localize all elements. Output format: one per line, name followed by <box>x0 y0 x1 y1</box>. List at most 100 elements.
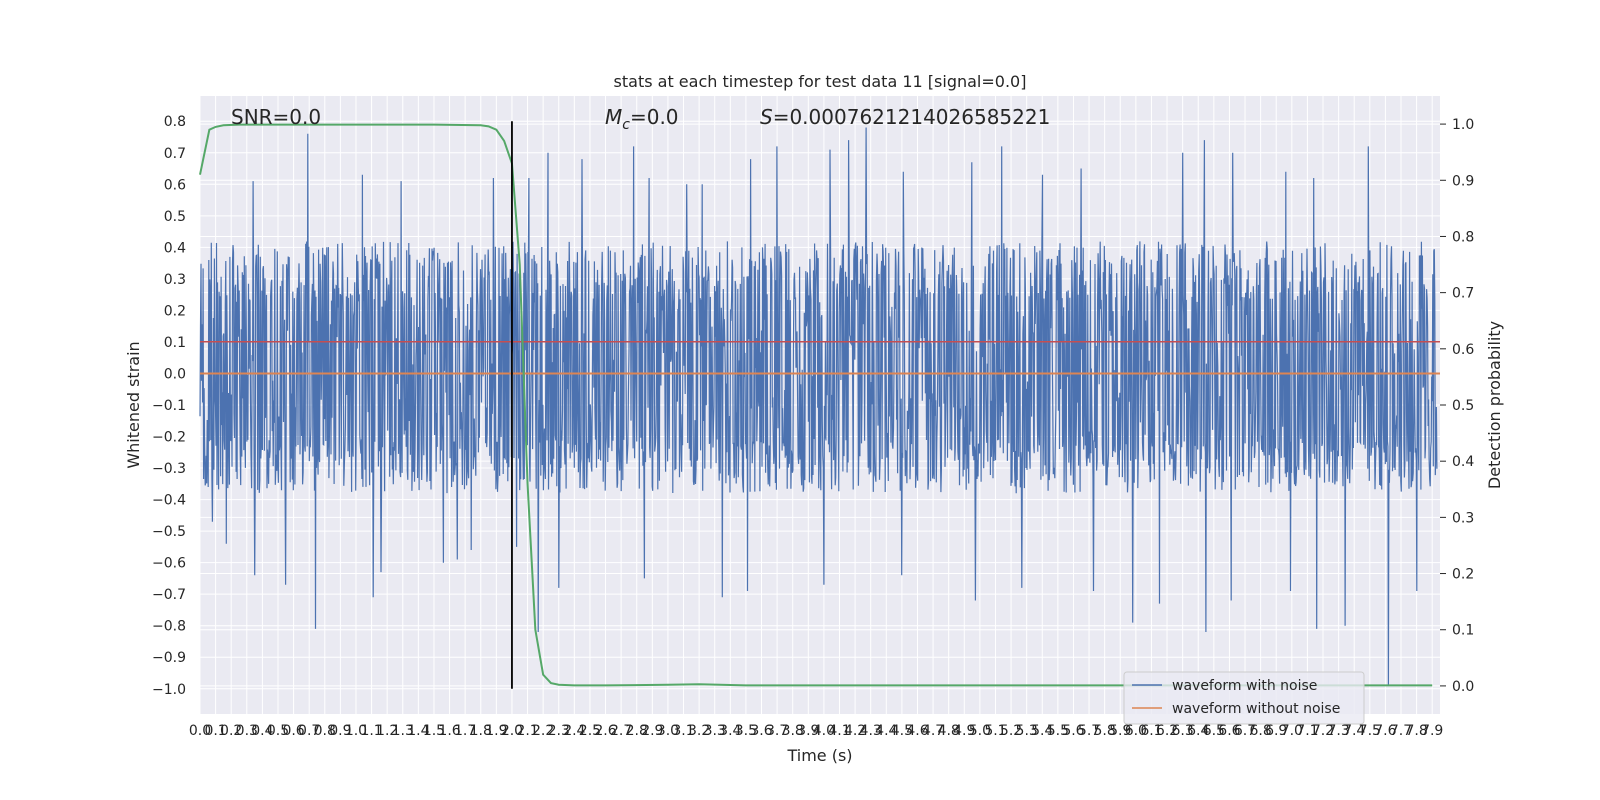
x-tick-label: 2.4 <box>563 723 585 739</box>
chirp-mass-annotation: Mc=0.0 <box>605 105 679 133</box>
x-tick-label: 7.5 <box>1359 723 1381 739</box>
y-tick-label-right: 0.9 <box>1452 173 1474 189</box>
y-tick-label-left: −0.5 <box>152 524 186 540</box>
grid <box>199 96 1440 714</box>
y-tick-label-left: −0.7 <box>152 587 186 603</box>
x-tick-label: 6.4 <box>1187 723 1209 739</box>
x-tick-label: 3.7 <box>766 723 788 739</box>
x-tick-label: 2.6 <box>594 723 616 739</box>
x-tick-label: 1.3 <box>392 723 414 739</box>
x-tick-label: 6.7 <box>1234 723 1256 739</box>
x-tick-label: 4.0 <box>813 723 835 739</box>
y-tick-label-right: 0.7 <box>1452 286 1474 302</box>
x-tick-label: 3.1 <box>672 723 694 739</box>
y-tick-label-left: −0.6 <box>152 556 186 572</box>
x-tick-label: 2.5 <box>579 723 601 739</box>
y-tick-label-right: 0.6 <box>1452 342 1474 358</box>
x-tick-label: 7.7 <box>1390 723 1412 739</box>
x-tick-label: 1.2 <box>376 723 398 739</box>
y-tick-label-right: 0.2 <box>1452 567 1474 583</box>
x-tick-label: 4.8 <box>938 723 960 739</box>
x-tick-label: 5.2 <box>1000 723 1022 739</box>
y-tick-label-left: 0.5 <box>164 209 186 225</box>
x-tick-label: 6.8 <box>1249 723 1271 739</box>
x-tick-label: 5.5 <box>1047 723 1069 739</box>
x-tick-label: 5.9 <box>1109 723 1131 739</box>
x-tick-label: 7.4 <box>1343 723 1365 739</box>
x-tick-label: 6.5 <box>1203 723 1225 739</box>
chart-title: stats at each timestep for test data 11 … <box>614 72 1027 91</box>
x-tick-label: 6.6 <box>1218 723 1240 739</box>
x-tick-label: 2.8 <box>626 723 648 739</box>
x-tick-label: 0.8 <box>314 723 336 739</box>
x-tick-label: 3.8 <box>782 723 804 739</box>
x-tick-label: 7.1 <box>1296 723 1318 739</box>
y-tick-label-left: 0.6 <box>164 177 186 193</box>
y-tick-label-left: −1.0 <box>152 682 186 698</box>
x-tick-label: 3.5 <box>735 723 757 739</box>
snr-annotation: SNR=0.0 <box>231 105 321 129</box>
x-tick-label: 2.1 <box>516 723 538 739</box>
y-tick-label-left: 0.8 <box>164 114 186 130</box>
y-tick-label-left: −0.9 <box>152 650 186 666</box>
x-tick-label: 7.6 <box>1374 723 1396 739</box>
x-tick-label: 4.5 <box>891 723 913 739</box>
probability-line <box>199 123 1433 687</box>
x-tick-label: 7.8 <box>1405 723 1427 739</box>
y-tick-label-left: −0.8 <box>152 619 186 635</box>
x-tick-label: 0.7 <box>298 723 320 739</box>
x-tick-label: 1.1 <box>360 723 382 739</box>
y-tick-label-left: 0.0 <box>164 366 186 382</box>
x-tick-label: 4.7 <box>922 723 944 739</box>
x-tick-label: 3.9 <box>797 723 819 739</box>
series-lines <box>199 121 1440 689</box>
x-tick-label: 7.2 <box>1312 723 1334 739</box>
x-tick-label: 6.1 <box>1140 723 1162 739</box>
x-tick-label: 4.3 <box>860 723 882 739</box>
x-tick-label: 2.0 <box>501 723 523 739</box>
y-tick-label-left: −0.1 <box>152 398 186 414</box>
x-tick-label: 0.9 <box>329 723 351 739</box>
y-tick-label-left: 0.3 <box>164 272 186 288</box>
x-tick-label: 1.8 <box>470 723 492 739</box>
x-tick-label: 1.9 <box>485 723 507 739</box>
x-tick-label: 3.2 <box>688 723 710 739</box>
x-tick-label: 0.2 <box>220 723 242 739</box>
x-tick-label: 1.0 <box>345 723 367 739</box>
x-tick-label: 4.6 <box>906 723 928 739</box>
x-tick-label: 3.6 <box>750 723 772 739</box>
x-tick-label: 5.3 <box>1016 723 1038 739</box>
x-tick-label: 1.7 <box>454 723 476 739</box>
x-tick-label: 4.1 <box>828 723 850 739</box>
y-tick-label-left: −0.4 <box>152 493 186 509</box>
x-tick-label: 2.3 <box>548 723 570 739</box>
x-tick-label: 2.7 <box>610 723 632 739</box>
x-tick-label: 6.2 <box>1156 723 1178 739</box>
x-tick-label: 6.0 <box>1125 723 1147 739</box>
y-tick-label-left: −0.2 <box>152 430 186 446</box>
y-tick-label-left: 0.1 <box>164 335 186 351</box>
x-tick-label: 5.1 <box>984 723 1006 739</box>
x-tick-label: 0.5 <box>267 723 289 739</box>
x-tick-label: 0.3 <box>236 723 258 739</box>
y-tick-label-left: −0.3 <box>152 461 186 477</box>
x-tick-label: 1.6 <box>438 723 460 739</box>
y-tick-label-right: 0.0 <box>1452 679 1474 695</box>
y-tick-label-right: 0.5 <box>1452 398 1474 414</box>
x-tick-label: 7.3 <box>1327 723 1349 739</box>
y-axis-label-right: Detection probability <box>1485 321 1504 489</box>
x-tick-label: 3.3 <box>704 723 726 739</box>
x-tick-label: 5.6 <box>1062 723 1084 739</box>
x-tick-label: 6.9 <box>1265 723 1287 739</box>
x-tick-label: 1.4 <box>407 723 429 739</box>
x-tick-label: 2.9 <box>641 723 663 739</box>
x-tick-label: 7.9 <box>1421 723 1443 739</box>
x-tick-label: 3.0 <box>657 723 679 739</box>
x-tick-label: 0.6 <box>282 723 304 739</box>
y-tick-label-left: 0.4 <box>164 240 186 256</box>
y-tick-label-right: 0.4 <box>1452 454 1474 470</box>
y-axis-label-left: Whitened strain <box>124 341 143 468</box>
x-tick-label: 0.1 <box>204 723 226 739</box>
x-tick-label: 0.0 <box>189 723 211 739</box>
